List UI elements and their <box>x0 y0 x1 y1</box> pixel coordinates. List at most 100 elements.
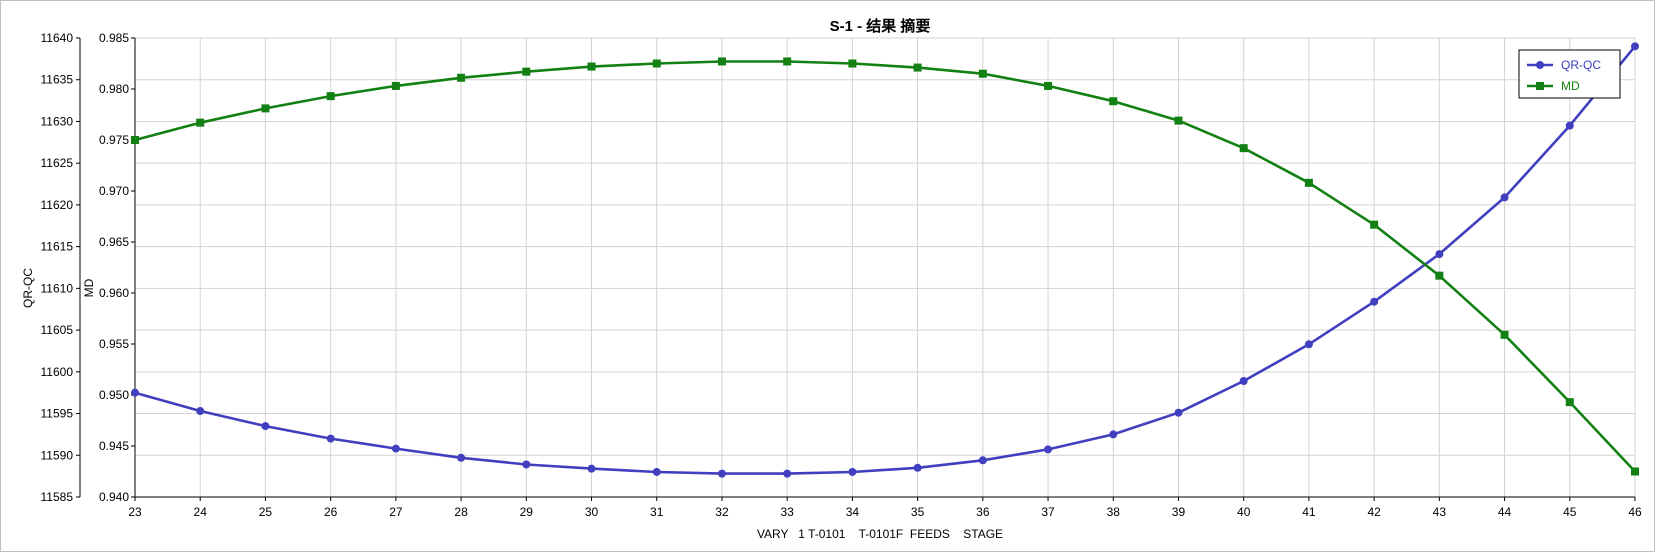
x-tick-label: 31 <box>650 505 664 519</box>
data-point-qr-qc <box>1565 121 1574 130</box>
data-point-md <box>1565 398 1574 407</box>
data-point-md <box>1109 97 1118 106</box>
data-point-qr-qc <box>1109 430 1118 439</box>
y-right-tick-label: 0.965 <box>99 235 129 249</box>
data-point-md <box>1370 220 1379 229</box>
data-point-md <box>587 62 596 71</box>
y-left-tick-label: 11590 <box>41 448 74 462</box>
x-tick-label: 28 <box>454 505 468 519</box>
data-point-qr-qc <box>1174 408 1183 417</box>
data-point-qr-qc <box>1044 445 1053 454</box>
data-point-md <box>1304 178 1313 187</box>
data-point-qr-qc <box>1370 297 1379 306</box>
y-left-tick-label: 11640 <box>41 31 74 45</box>
x-tick-label: 36 <box>976 505 990 519</box>
x-tick-label: 43 <box>1433 505 1447 519</box>
data-point-md <box>1174 116 1183 125</box>
x-tick-label: 42 <box>1367 505 1381 519</box>
data-point-qr-qc <box>587 464 596 473</box>
x-tick-label: 40 <box>1237 505 1251 519</box>
data-point-qr-qc <box>457 453 466 462</box>
y-right-tick-label: 0.975 <box>99 133 129 147</box>
y-left-tick-label: 11635 <box>41 73 74 87</box>
data-point-md <box>1435 271 1444 280</box>
y-left-tick-label: 11600 <box>41 365 74 379</box>
y-left-tick-label: 11615 <box>41 240 74 254</box>
x-tick-label: 27 <box>389 505 403 519</box>
data-point-qr-qc <box>1239 376 1248 385</box>
x-tick-label: 39 <box>1172 505 1186 519</box>
data-point-md <box>261 104 270 113</box>
y-left-tick-label: 11585 <box>41 490 74 504</box>
legend-label: QR-QC <box>1561 58 1601 72</box>
data-point-qr-qc <box>783 469 792 478</box>
x-tick-label: 26 <box>324 505 338 519</box>
series-line-qr-qc <box>134 45 1637 475</box>
x-tick-label: 33 <box>780 505 794 519</box>
data-point-md <box>848 59 857 68</box>
data-point-md <box>326 92 335 101</box>
x-tick-label: 25 <box>259 505 273 519</box>
data-point-qr-qc <box>391 444 400 453</box>
x-tick-label: 32 <box>715 505 729 519</box>
data-point-md <box>652 59 661 68</box>
x-tick-label: 45 <box>1563 505 1577 519</box>
data-point-md <box>978 69 987 78</box>
x-tick-label: 34 <box>846 505 860 519</box>
data-point-qr-qc <box>522 460 531 469</box>
data-point-md <box>783 57 792 66</box>
data-point-md <box>1500 330 1509 339</box>
data-point-qr-qc <box>848 467 857 476</box>
x-axis-label: VARY 1 T-0101 T-0101F FEEDS STAGE <box>757 527 1003 541</box>
data-point-qr-qc <box>1435 250 1444 259</box>
legend: QR-QC MD <box>1518 49 1621 99</box>
y-right-tick-label: 0.980 <box>99 82 129 96</box>
data-point-md <box>457 73 466 82</box>
legend-swatch-marker <box>1536 82 1544 90</box>
data-point-md <box>196 118 205 127</box>
x-tick-label: 35 <box>911 505 925 519</box>
data-point-md <box>1631 467 1639 476</box>
x-tick-label: 44 <box>1498 505 1512 519</box>
y-right-tick-label: 0.970 <box>99 184 129 198</box>
data-point-qr-qc <box>1631 42 1639 51</box>
data-point-qr-qc <box>131 388 139 397</box>
x-tick-label: 24 <box>194 505 208 519</box>
data-point-md <box>522 67 531 76</box>
y-right-tick-label: 0.960 <box>99 286 129 300</box>
x-tick-label: 38 <box>1107 505 1121 519</box>
x-tick-label: 41 <box>1302 505 1316 519</box>
data-point-qr-qc <box>196 407 205 416</box>
data-point-qr-qc <box>1500 193 1509 202</box>
y-left-tick-label: 11620 <box>41 198 74 212</box>
x-tick-label: 30 <box>585 505 599 519</box>
x-tick-label: 37 <box>1041 505 1055 519</box>
y-left-tick-label: 11625 <box>41 156 74 170</box>
y-left-tick-label: 11610 <box>41 281 74 295</box>
data-point-qr-qc <box>717 469 726 478</box>
y-right-tick-label: 0.955 <box>99 337 129 351</box>
data-point-qr-qc <box>261 422 270 431</box>
data-point-qr-qc <box>978 456 987 465</box>
data-point-qr-qc <box>1304 340 1313 349</box>
data-point-qr-qc <box>326 434 335 443</box>
y-right-tick-label: 0.950 <box>99 388 129 402</box>
series-line-md <box>134 60 1636 473</box>
series-group <box>131 42 1639 478</box>
x-tick-label: 23 <box>128 505 142 519</box>
y-axis-left-label: QR-QC <box>21 268 35 308</box>
y-left-tick-label: 11630 <box>41 114 74 128</box>
y-axis-right-label: MD <box>82 278 96 297</box>
data-point-qr-qc <box>913 463 922 472</box>
y-right-tick-label: 0.985 <box>99 31 129 45</box>
data-point-md <box>717 57 726 66</box>
data-point-md <box>913 63 922 72</box>
y-left-tick-label: 11595 <box>41 407 74 421</box>
y-right-tick-label: 0.940 <box>99 490 129 504</box>
x-tick-label: 46 <box>1628 505 1642 519</box>
chart-title: S-1 - 结果 摘要 <box>830 17 931 35</box>
legend-swatch-marker <box>1536 61 1544 69</box>
y-left-tick-label: 11605 <box>41 323 74 337</box>
